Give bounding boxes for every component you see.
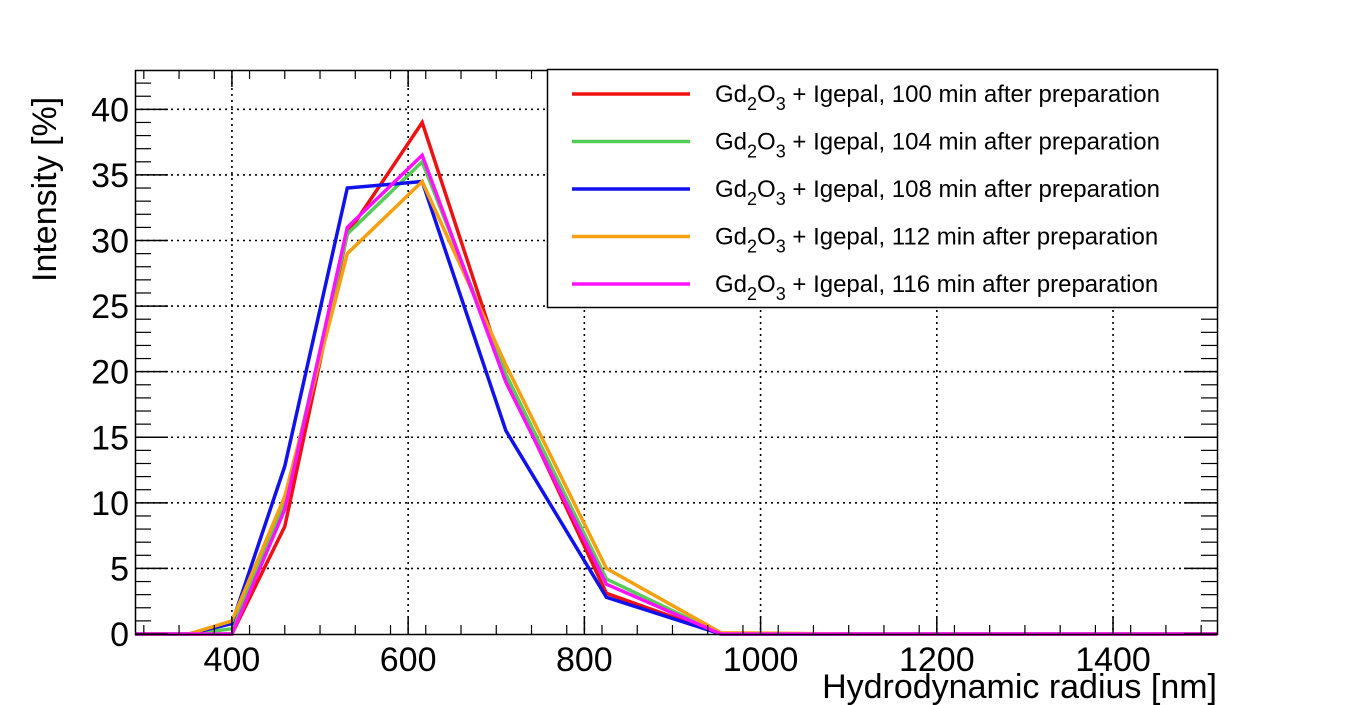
tick-labels: 400 600 800 1000 1200 1400 0 5 10 15 20 25 30 35 40	[91, 91, 1151, 679]
y-tick-label: 5	[110, 550, 129, 588]
legend: Gd2O3 + Igepal, 100 min after preparatio…	[546, 68, 1219, 309]
y-tick-label: 15	[91, 419, 129, 457]
legend-label-5: Gd2O3 + Igepal, 116 min after preparatio…	[715, 271, 1158, 304]
x-tick-label: 1000	[723, 641, 799, 679]
y-tick-label: 35	[91, 157, 129, 195]
legend-label-4: Gd2O3 + Igepal, 112 min after preparatio…	[715, 224, 1158, 257]
y-tick-label: 30	[91, 223, 129, 261]
y-tick-label: 25	[91, 288, 129, 326]
y-axis-title: Intensity [%]	[26, 97, 64, 282]
y-tick-label: 10	[91, 485, 129, 523]
x-tick-label: 800	[556, 641, 613, 679]
legend-label-3: Gd2O3 + Igepal, 108 min after preparatio…	[715, 176, 1160, 209]
x-tick-label: 400	[204, 641, 261, 679]
x-tick-label: 1400	[1075, 641, 1151, 679]
x-tick-label: 600	[380, 641, 437, 679]
legend-label-1: Gd2O3 + Igepal, 100 min after preparatio…	[715, 81, 1160, 114]
x-tick-label: 1200	[899, 641, 975, 679]
x-axis-title: Hydrodynamic radius [nm]	[822, 668, 1217, 705]
ticks	[135, 70, 1217, 635]
y-tick-label: 0	[110, 616, 129, 654]
y-tick-label: 40	[91, 91, 129, 129]
legend-label-2: Gd2O3 + Igepal, 104 min after preparatio…	[715, 129, 1160, 162]
y-tick-label: 20	[91, 354, 129, 392]
